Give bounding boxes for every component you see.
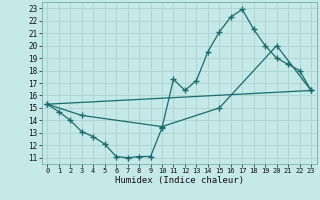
X-axis label: Humidex (Indice chaleur): Humidex (Indice chaleur)	[115, 176, 244, 185]
